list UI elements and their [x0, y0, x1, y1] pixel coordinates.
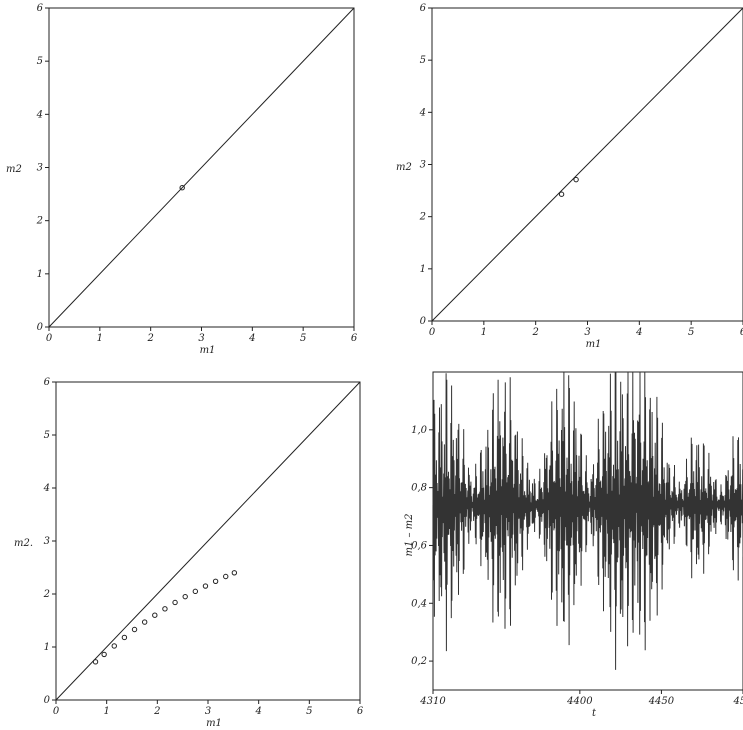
x-tick-label: 2	[153, 706, 160, 717]
x-tick-label: 5	[688, 327, 694, 338]
x-tick-label: 4450	[648, 696, 675, 707]
y-tick-label: 3	[37, 163, 43, 174]
x-tick-label: 3	[198, 333, 204, 344]
y-tick-label: 6	[420, 3, 427, 14]
reference-line	[48, 7, 355, 328]
x-tick-label: 6	[351, 333, 358, 344]
data-point	[202, 583, 209, 589]
chart-panel-2: 0 1 2 3 4 5 6 0 1 2 3 4 5 6 m1 m2	[396, 3, 743, 350]
data-point	[231, 570, 238, 576]
y-tick-label: 5	[37, 56, 43, 67]
x-tick-label: 4	[254, 706, 261, 717]
data-point	[141, 619, 148, 625]
y-tick-label: 6	[44, 377, 51, 388]
x-tick-label: 1	[97, 333, 103, 344]
data-point	[121, 634, 128, 641]
y-tick-label: 1,0	[411, 425, 428, 436]
data-point	[101, 651, 107, 658]
reference-line	[55, 381, 361, 701]
chart-panel-3: 0 1 2 3 4 5 6 0 1 2 3 4 5 6 m1 m2.	[14, 377, 364, 729]
x-tick-label: 4400	[566, 696, 593, 707]
x-tick-label: 5	[300, 333, 306, 344]
y-axis-label: m2	[396, 162, 412, 173]
x-tick-label: 4	[635, 327, 642, 338]
y-tick-label: 4	[419, 107, 426, 118]
x-tick-label: 5	[306, 706, 312, 717]
x-tick-label: 4	[248, 333, 255, 344]
data-point	[192, 588, 199, 595]
x-tick-label: 450	[732, 696, 743, 707]
data-point	[212, 578, 219, 584]
y-tick-label: 0	[37, 322, 44, 333]
y-tick-label: 2	[419, 212, 426, 223]
data-point	[558, 191, 565, 197]
x-tick-label: 2	[146, 333, 153, 344]
x-tick-label: 0	[53, 706, 60, 717]
x-axis-label: m1	[200, 345, 216, 356]
y-tick-label: 3	[420, 160, 426, 171]
data-point	[172, 599, 178, 606]
data-point	[223, 573, 229, 580]
x-tick-label: 0	[46, 333, 53, 344]
y-tick-label: 5	[44, 430, 50, 441]
data-point	[182, 593, 188, 600]
y-tick-label: 0	[420, 316, 427, 327]
x-tick-label: 1	[481, 327, 487, 338]
y-tick-label: 1	[44, 642, 50, 653]
y-tick-label: 2	[36, 216, 43, 227]
y-tick-label: 1	[420, 264, 426, 275]
data-point	[573, 176, 579, 183]
y-tick-label: 3	[44, 536, 50, 547]
x-axis-label: m1	[206, 718, 222, 729]
x-tick-label: 0	[429, 327, 436, 338]
y-tick-label: 0,4	[411, 598, 427, 609]
x-tick-label: 4310	[419, 696, 446, 707]
y-tick-label: 0,2	[411, 656, 427, 667]
data-point	[111, 643, 117, 649]
y-axis-label: m2.	[14, 538, 33, 549]
x-axis-label: m1	[586, 339, 602, 350]
y-axis-label: m1 – m2	[404, 513, 415, 556]
data-point	[179, 185, 185, 191]
x-tick-label: 2	[531, 327, 538, 338]
data-point	[92, 659, 99, 665]
x-tick-label: 1	[103, 706, 109, 717]
x-tick-label: 6	[357, 706, 364, 717]
y-tick-label: 0,6	[411, 540, 428, 551]
x-axis-label: t	[592, 708, 597, 719]
x-tick-label: 3	[205, 706, 211, 717]
y-tick-label: 4	[36, 109, 43, 120]
x-tick-label: 3	[584, 327, 590, 338]
chart-panel-4: 4310 4400 4450 450 0,2 0,4 0,6 0,8 1,0 t m1 – m2	[404, 371, 743, 719]
y-axis-label: m2	[6, 164, 22, 175]
y-tick-label: 6	[37, 3, 44, 14]
y-tick-label: 1	[37, 269, 43, 280]
y-tick-label: 2	[43, 589, 50, 600]
data-point	[131, 626, 138, 633]
x-tick-label: 6	[740, 327, 743, 338]
chart-panel-1: 0 1 2 3 4 5 6 0 1 2 3 4 5 6 m1 m2	[6, 3, 358, 356]
data-point	[152, 612, 158, 618]
y-tick-label: 4	[43, 483, 50, 494]
y-tick-label: 0	[44, 695, 51, 706]
data-point	[162, 606, 168, 612]
series-line	[432, 371, 743, 670]
reference-line	[431, 7, 743, 322]
y-tick-label: 5	[420, 55, 426, 66]
y-tick-label: 0,8	[411, 483, 427, 494]
plot-frame	[432, 371, 743, 691]
